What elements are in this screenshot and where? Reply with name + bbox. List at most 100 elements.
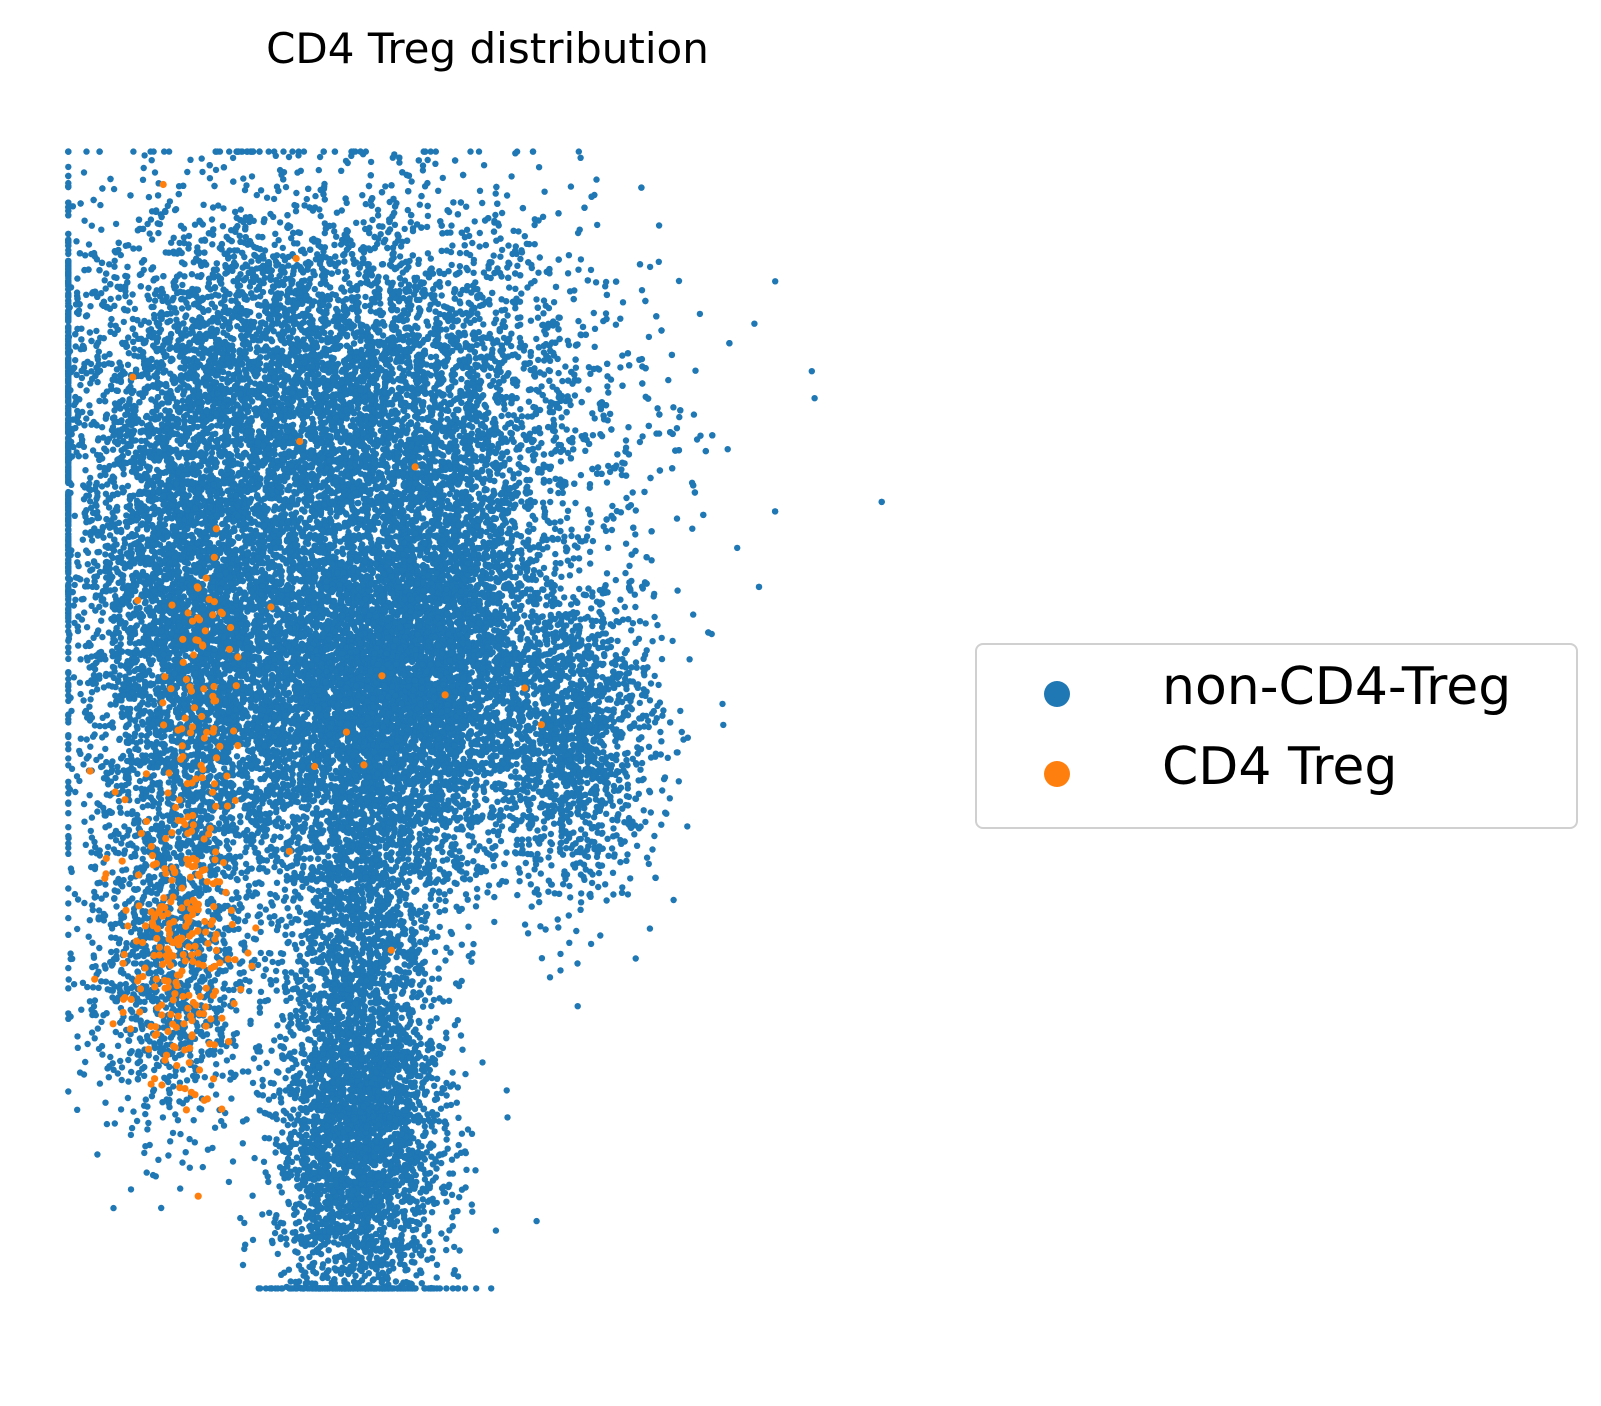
point-non-cd4-treg [558,573,565,580]
point-non-cd4-treg [617,364,624,371]
point-non-cd4-treg [303,195,310,203]
point-non-cd4-treg [150,303,157,311]
point-non-cd4-treg [623,494,630,502]
point-non-cd4-treg [524,413,531,420]
point-non-cd4-treg [567,183,575,190]
point-non-cd4-treg [341,258,348,265]
point-non-cd4-treg [178,305,186,312]
point-non-cd4-treg [547,487,554,494]
point-non-cd4-treg [219,223,227,230]
point-non-cd4-treg [396,364,403,372]
point-non-cd4-treg [241,186,249,194]
point-non-cd4-treg [170,234,177,241]
point-non-cd4-treg [135,245,143,252]
point-non-cd4-treg [443,326,450,333]
point-non-cd4-treg [604,383,611,390]
point-non-cd4-treg [545,304,553,312]
point-non-cd4-treg [108,315,115,323]
point-non-cd4-treg [517,454,524,461]
point-non-cd4-treg [129,291,136,298]
point-non-cd4-treg [191,221,199,228]
point-non-cd4-treg [586,548,594,555]
point-non-cd4-treg [173,316,180,323]
point-non-cd4-treg [605,462,612,470]
point-non-cd4-treg [276,219,284,226]
point-non-cd4-treg [463,203,470,210]
point-non-cd4-treg [237,206,244,213]
point-non-cd4-treg [334,268,342,275]
point-non-cd4-treg [492,211,499,219]
point-non-cd4-treg [229,154,237,162]
point-non-cd4-treg [523,240,530,247]
point-non-cd4-treg [617,315,624,322]
point-non-cd4-treg [282,183,290,191]
point-non-cd4-treg [636,438,644,446]
point-non-cd4-treg [187,156,194,163]
point-non-cd4-treg [603,479,611,486]
point-non-cd4-treg [151,297,159,304]
point-non-cd4-treg [527,317,535,324]
point-non-cd4-treg [565,341,573,349]
point-non-cd4-treg [139,176,147,183]
point-non-cd4-treg [491,319,498,327]
point-non-cd4-treg [517,255,524,263]
point-non-cd4-treg [215,202,222,209]
point-non-cd4-treg [419,162,427,169]
point-non-cd4-treg [564,449,572,457]
point-non-cd4-treg [257,187,265,194]
point-non-cd4-treg [557,458,565,465]
point-non-cd4-treg [107,295,114,303]
point-non-cd4-treg [525,398,533,405]
point-non-cd4-treg [83,291,90,298]
point-non-cd4-treg [456,263,464,270]
point-non-cd4-treg [294,169,301,176]
point-non-cd4-treg [476,229,483,237]
point-non-cd4-treg [555,369,562,377]
series-non-cd4-treg [65,148,885,1292]
point-non-cd4-treg [333,233,340,240]
point-non-cd4-treg [226,319,233,326]
point-non-cd4-treg [642,620,649,627]
point-non-cd4-treg [589,432,597,439]
point-non-cd4-treg [290,326,297,334]
point-non-cd4-treg [585,386,592,393]
point-non-cd4-treg [602,310,610,317]
point-non-cd4-treg [577,471,585,479]
point-non-cd4-treg [512,285,519,292]
point-non-cd4-treg [485,372,492,379]
point-non-cd4-treg [198,155,205,162]
point-non-cd4-treg [438,292,445,299]
point-non-cd4-treg [540,297,548,304]
point-non-cd4-treg [113,274,120,281]
point-non-cd4-treg [549,409,557,416]
point-non-cd4-treg [208,216,216,223]
point-non-cd4-treg [205,307,212,314]
point-non-cd4-treg [396,159,403,166]
point-non-cd4-treg [281,257,289,264]
points-layer [65,148,885,1292]
point-non-cd4-treg [427,255,434,262]
point-non-cd4-treg [240,175,247,182]
point-non-cd4-treg [439,174,446,182]
point-non-cd4-treg [94,378,101,386]
point-non-cd4-treg [675,277,683,285]
point-non-cd4-treg [86,402,93,409]
point-non-cd4-treg [279,244,286,252]
point-non-cd4-treg [168,239,175,246]
point-non-cd4-treg [408,178,415,185]
point-non-cd4-treg [565,252,573,259]
point-non-cd4-treg [82,252,89,259]
point-non-cd4-treg [115,294,122,301]
point-non-cd4-treg [200,201,207,208]
point-non-cd4-treg [612,321,620,328]
point-non-cd4-treg [609,502,616,510]
point-non-cd4-treg [625,424,632,431]
point-non-cd4-treg [504,312,511,319]
point-non-cd4-treg [110,185,118,193]
point-non-cd4-treg [253,470,261,478]
point-non-cd4-treg [480,321,487,328]
point-non-cd4-treg [492,190,499,197]
point-non-cd4-treg [206,175,214,182]
point-non-cd4-treg [655,222,663,229]
point-non-cd4-treg [460,322,467,329]
